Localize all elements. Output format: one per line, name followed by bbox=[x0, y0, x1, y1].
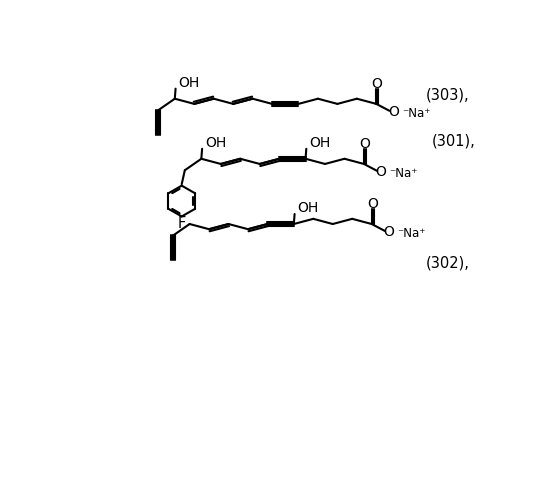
Text: OH: OH bbox=[179, 76, 200, 90]
Text: ⁻Na⁺: ⁻Na⁺ bbox=[397, 227, 426, 240]
Text: (303),: (303), bbox=[426, 87, 470, 102]
Text: O: O bbox=[388, 104, 399, 118]
Text: F: F bbox=[178, 216, 186, 231]
Text: O: O bbox=[367, 197, 378, 211]
Text: (302),: (302), bbox=[426, 255, 470, 270]
Text: O: O bbox=[376, 164, 387, 178]
Text: OH: OH bbox=[205, 136, 226, 149]
Text: O: O bbox=[383, 224, 394, 238]
Text: ⁻Na⁺: ⁻Na⁺ bbox=[389, 166, 418, 179]
Text: (301),: (301), bbox=[432, 134, 476, 148]
Text: O: O bbox=[371, 77, 382, 91]
Text: ⁻Na⁺: ⁻Na⁺ bbox=[402, 106, 430, 120]
Text: OH: OH bbox=[310, 136, 331, 149]
Text: OH: OH bbox=[298, 201, 319, 215]
Text: O: O bbox=[359, 137, 370, 151]
